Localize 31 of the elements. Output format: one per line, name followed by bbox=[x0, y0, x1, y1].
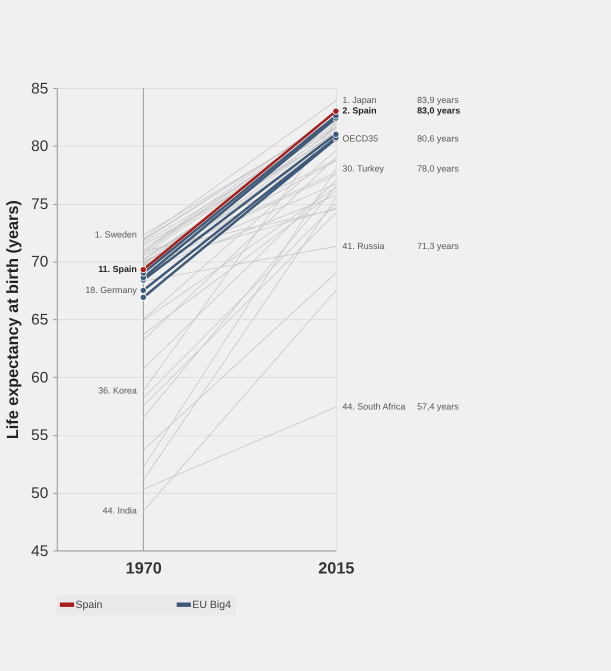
annotation: 44. India bbox=[102, 506, 137, 516]
annotation: 2. Spain bbox=[342, 106, 377, 116]
y-tick-label: 55 bbox=[31, 427, 48, 444]
annotation: 18. Germany bbox=[85, 284, 138, 295]
y-tick-label: 85 bbox=[31, 80, 48, 98]
text: 57,4 years bbox=[417, 402, 460, 412]
legend-label: Spain bbox=[75, 598, 103, 611]
y-tick-label: 80 bbox=[31, 138, 48, 156]
y-tick-label: 45 bbox=[31, 542, 48, 560]
text: 83,9 years bbox=[417, 95, 460, 106]
legend-label: EU Big4 bbox=[192, 598, 232, 611]
annotation: 36. Korea bbox=[98, 385, 137, 396]
annotation: 30. Turkey bbox=[342, 163, 385, 174]
y-axis-title: Life expectancy at birth (years) bbox=[4, 200, 22, 440]
text: 83,0 years bbox=[417, 106, 460, 116]
annotation: 41. Russia bbox=[342, 240, 385, 251]
annotation: OECD35 bbox=[342, 133, 378, 144]
y-tick-label: 65 bbox=[31, 312, 48, 329]
text: 78,0 years bbox=[417, 163, 460, 174]
x-tick-label: 1970 bbox=[126, 560, 162, 578]
annotation: 11. Spain bbox=[98, 264, 137, 274]
annotation: 44. South Africa bbox=[342, 402, 406, 412]
annotation: 1. Japan bbox=[342, 95, 377, 106]
text: 71,3 years bbox=[417, 240, 460, 251]
text: 80,6 years bbox=[417, 133, 460, 144]
y-tick-label: 60 bbox=[31, 369, 48, 386]
y-tick-label: 75 bbox=[31, 196, 48, 213]
y-tick-label: 50 bbox=[31, 484, 48, 502]
x-tick-label: 2015 bbox=[318, 560, 354, 578]
y-tick-label: 70 bbox=[31, 254, 48, 271]
annotation: 1. Sweden bbox=[94, 229, 137, 240]
